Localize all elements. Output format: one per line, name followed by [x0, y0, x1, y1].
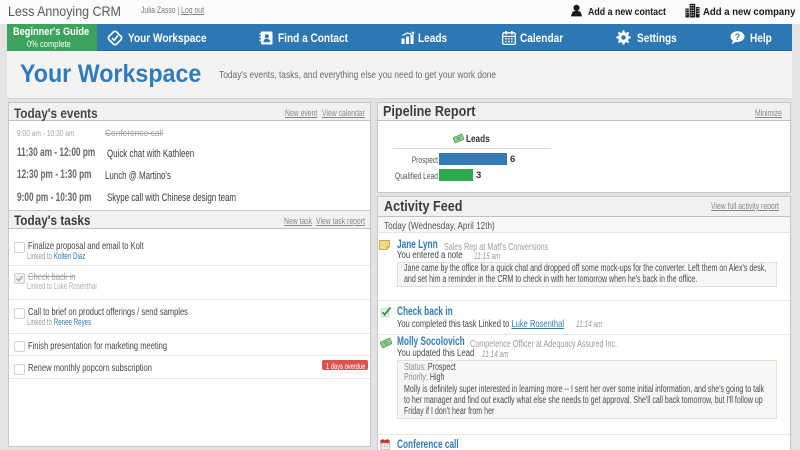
svg-text:?: ?	[735, 32, 741, 42]
